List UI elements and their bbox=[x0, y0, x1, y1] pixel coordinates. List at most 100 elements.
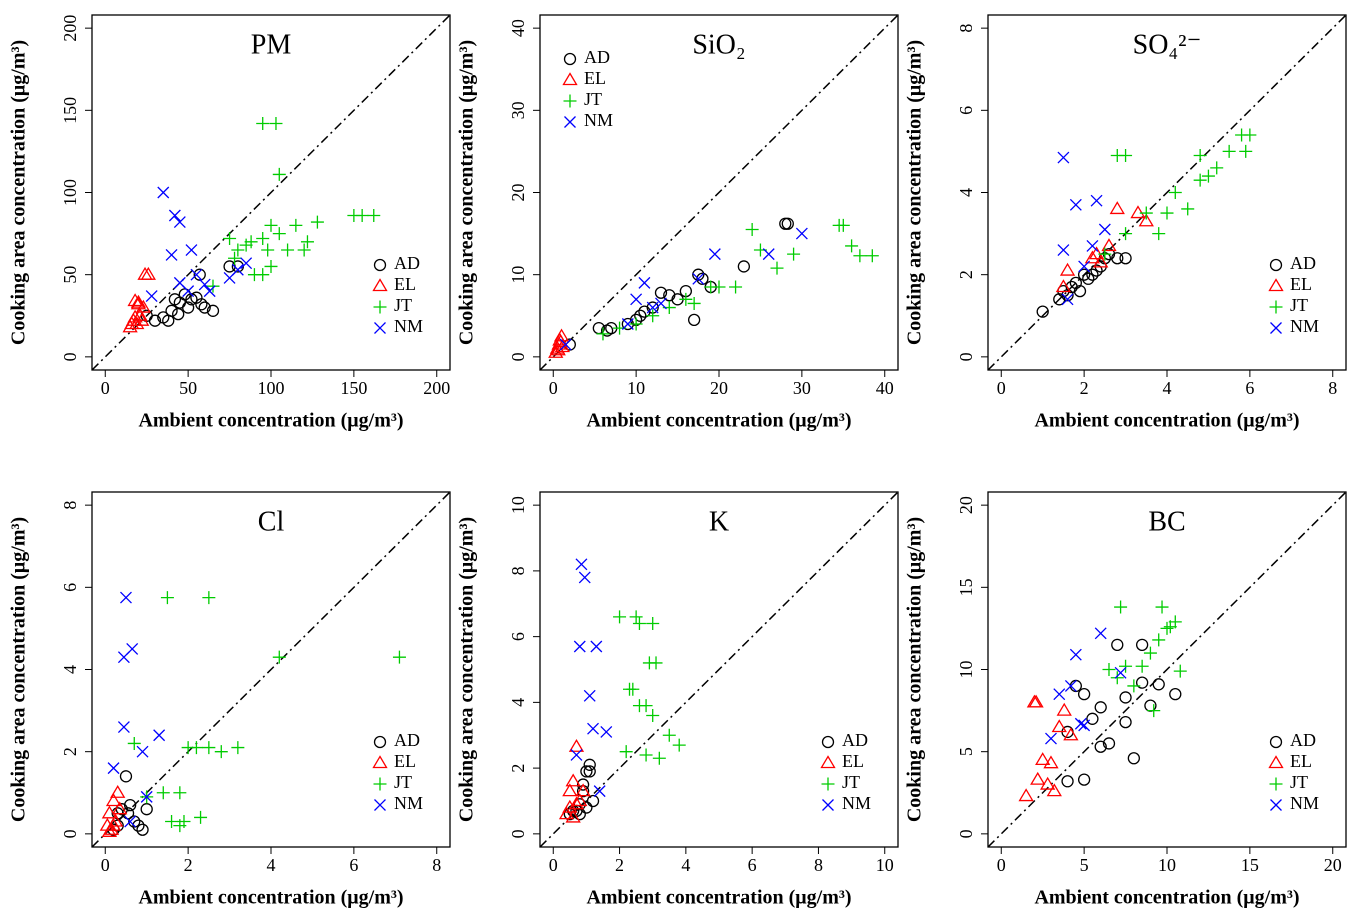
legend-marker bbox=[372, 755, 388, 769]
point bbox=[198, 301, 211, 314]
point bbox=[1028, 694, 1044, 708]
x-tick-label: 30 bbox=[793, 378, 811, 398]
point bbox=[1201, 169, 1215, 183]
legend-marker bbox=[1269, 735, 1283, 749]
legend-marker bbox=[821, 777, 835, 791]
point bbox=[136, 823, 149, 836]
point bbox=[1119, 252, 1132, 265]
identity-line bbox=[539, 14, 899, 371]
point bbox=[261, 243, 275, 257]
point bbox=[182, 285, 195, 298]
point bbox=[156, 786, 170, 800]
point bbox=[1077, 688, 1091, 701]
point bbox=[1055, 279, 1072, 293]
point bbox=[231, 243, 245, 257]
point bbox=[692, 268, 705, 281]
point bbox=[190, 268, 203, 281]
point bbox=[745, 222, 759, 236]
x-tick-label: 10 bbox=[876, 855, 894, 875]
point bbox=[1110, 671, 1124, 685]
point bbox=[646, 301, 659, 314]
point bbox=[297, 243, 311, 257]
point bbox=[553, 334, 569, 348]
point bbox=[272, 167, 286, 181]
x-tick-label: 20 bbox=[710, 378, 728, 398]
point bbox=[1088, 246, 1105, 260]
point bbox=[762, 248, 775, 261]
point bbox=[153, 729, 166, 742]
y-tick-label: 10 bbox=[956, 661, 976, 679]
point bbox=[134, 312, 150, 326]
y-tick-label: 0 bbox=[60, 829, 80, 838]
point bbox=[596, 327, 610, 341]
point bbox=[865, 249, 879, 263]
legend-label: NM bbox=[584, 110, 613, 130]
point bbox=[1036, 305, 1049, 318]
x-tick-label: 0 bbox=[997, 378, 1006, 398]
x-tick-label: 5 bbox=[1080, 855, 1089, 875]
y-tick-label: 200 bbox=[60, 15, 80, 42]
point bbox=[1239, 144, 1253, 158]
legend-label: EL bbox=[1290, 274, 1312, 294]
point bbox=[140, 803, 153, 816]
point bbox=[1056, 702, 1072, 716]
x-tick-label: 8 bbox=[432, 855, 441, 875]
point bbox=[568, 796, 585, 810]
point bbox=[101, 824, 118, 837]
point bbox=[1101, 238, 1117, 252]
point bbox=[269, 116, 283, 130]
point bbox=[1061, 775, 1074, 788]
point bbox=[679, 292, 693, 306]
y-tick-label: 50 bbox=[60, 266, 80, 284]
point bbox=[1090, 194, 1103, 207]
point bbox=[655, 297, 667, 310]
y-tick-label: 8 bbox=[508, 566, 528, 575]
y-tick-label: 20 bbox=[956, 496, 976, 514]
point bbox=[1135, 638, 1149, 651]
point bbox=[272, 650, 286, 664]
point bbox=[639, 748, 653, 762]
point bbox=[853, 249, 867, 263]
legend-label: JT bbox=[394, 295, 412, 315]
point bbox=[632, 616, 646, 630]
point bbox=[127, 736, 141, 750]
point bbox=[310, 215, 324, 229]
point bbox=[1086, 239, 1099, 252]
point bbox=[1093, 254, 1109, 268]
point bbox=[1135, 659, 1149, 673]
point bbox=[112, 801, 128, 815]
y-tick-label: 5 bbox=[956, 747, 976, 756]
point bbox=[590, 640, 603, 653]
y-tick-label: 2 bbox=[508, 764, 528, 773]
x-tick-label: 150 bbox=[340, 378, 367, 398]
y-axis-label: Cooking area concentration (μg/m³) bbox=[8, 40, 30, 345]
y-tick-label: 30 bbox=[508, 101, 528, 119]
y-tick-label: 6 bbox=[508, 632, 528, 641]
point bbox=[580, 801, 593, 814]
point bbox=[1094, 627, 1107, 640]
point bbox=[1098, 223, 1111, 236]
x-tick-label: 100 bbox=[258, 378, 285, 398]
x-tick-label: 15 bbox=[1241, 855, 1259, 875]
point bbox=[1102, 737, 1116, 750]
point bbox=[1130, 205, 1146, 219]
point bbox=[687, 313, 701, 327]
point bbox=[1045, 732, 1057, 745]
point bbox=[1051, 719, 1067, 733]
point bbox=[132, 819, 145, 832]
x-tick-label: 4 bbox=[1163, 378, 1172, 398]
point bbox=[289, 218, 303, 232]
point bbox=[172, 307, 185, 321]
x-tick-label: 0 bbox=[549, 378, 558, 398]
point bbox=[558, 806, 575, 820]
point bbox=[1193, 173, 1207, 187]
point bbox=[1114, 600, 1128, 614]
point bbox=[1222, 144, 1236, 158]
point bbox=[621, 318, 634, 330]
point bbox=[600, 725, 613, 738]
point bbox=[562, 783, 578, 797]
legend-marker bbox=[1269, 300, 1283, 314]
point bbox=[586, 794, 600, 808]
y-tick-label: 2 bbox=[956, 270, 976, 279]
